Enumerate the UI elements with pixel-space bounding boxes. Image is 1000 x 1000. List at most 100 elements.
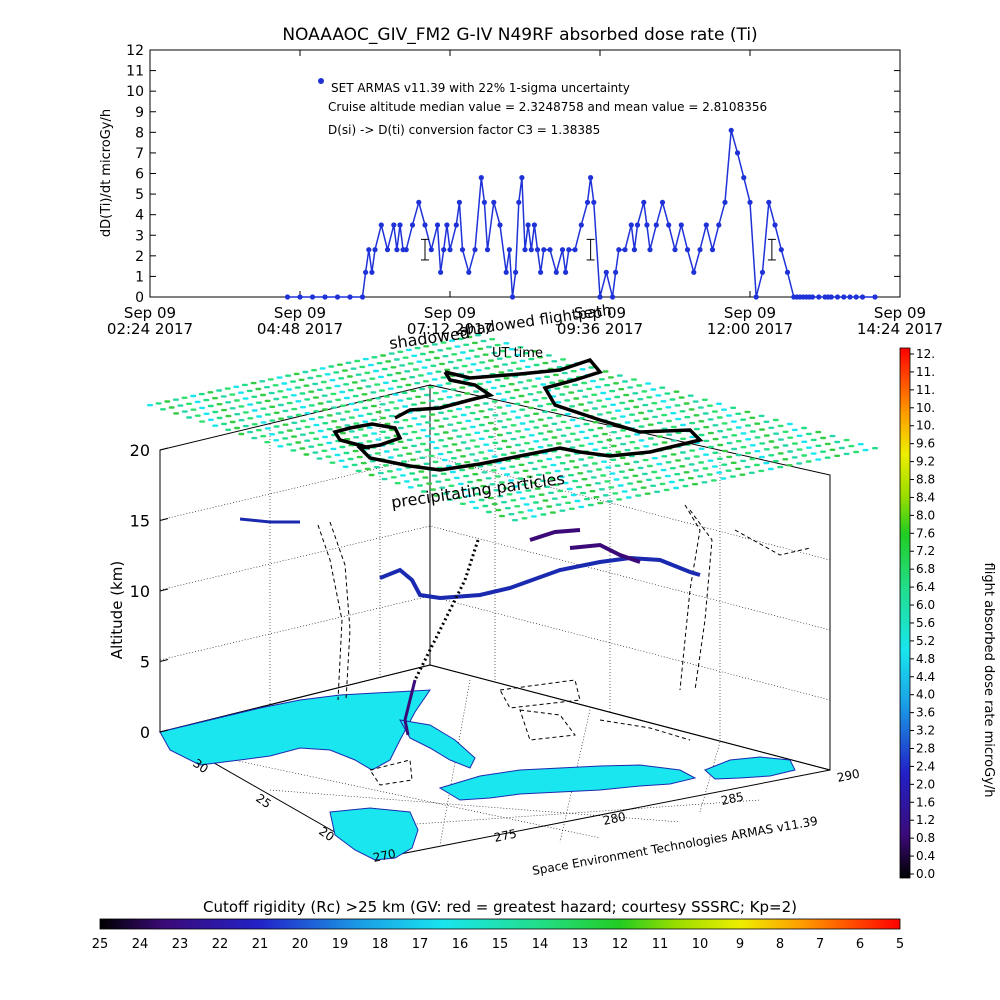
y-tick-label: 2 xyxy=(135,249,144,265)
data-point xyxy=(613,269,619,275)
particle-mark xyxy=(712,424,719,427)
particle-mark xyxy=(320,380,327,384)
particle-mark xyxy=(469,425,476,429)
particle-mark xyxy=(538,493,545,496)
particle-mark xyxy=(500,398,507,401)
particle-mark xyxy=(402,405,409,408)
colorbar-bottom-tick-label: 16 xyxy=(452,937,469,952)
particle-mark xyxy=(457,482,464,486)
particle-mark xyxy=(281,382,288,385)
particle-mark xyxy=(533,501,539,504)
particle-mark xyxy=(526,475,533,478)
particle-mark xyxy=(549,381,556,384)
particle-mark xyxy=(317,416,324,419)
particle-mark xyxy=(437,397,444,401)
particle-mark xyxy=(711,465,718,468)
z-tick-label: 5 xyxy=(140,653,150,672)
particle-mark xyxy=(371,432,378,435)
particle-mark xyxy=(754,450,761,453)
particle-mark xyxy=(330,392,337,396)
particle-mark xyxy=(464,447,471,450)
particle-mark xyxy=(414,346,421,350)
particle-mark xyxy=(403,480,410,483)
particle-mark xyxy=(496,447,503,450)
particle-mark xyxy=(467,480,474,484)
particle-mark xyxy=(791,456,798,459)
particle-mark xyxy=(669,467,676,470)
particle-mark xyxy=(555,503,562,506)
particle-mark xyxy=(313,410,320,413)
particle-mark xyxy=(482,353,489,356)
particle-mark xyxy=(582,464,589,467)
particle-mark xyxy=(619,415,626,418)
particle-mark xyxy=(299,433,306,436)
particle-mark xyxy=(444,478,451,481)
data-point xyxy=(847,294,853,300)
data-point xyxy=(506,247,512,253)
longitude-tick-label: 270 xyxy=(372,846,397,864)
particle-mark xyxy=(334,384,341,388)
particle-mark xyxy=(564,412,571,416)
data-point xyxy=(513,269,519,275)
particle-mark xyxy=(748,471,755,474)
particle-mark xyxy=(366,399,373,402)
particle-mark xyxy=(820,436,827,440)
particle-mark xyxy=(531,350,538,353)
z-tick-mark xyxy=(159,588,169,592)
particle-mark xyxy=(647,437,654,440)
particle-mark xyxy=(389,414,395,418)
particle-mark xyxy=(805,460,812,463)
particle-mark xyxy=(561,495,568,499)
particle-mark xyxy=(445,347,452,350)
particle-mark xyxy=(555,401,562,404)
particle-mark xyxy=(508,513,515,516)
particle-mark xyxy=(366,426,373,429)
particle-mark xyxy=(624,448,631,452)
particle-mark xyxy=(698,420,705,423)
y-tick-label: 10 xyxy=(126,84,144,100)
particle-mark xyxy=(212,424,219,427)
particle-mark xyxy=(298,378,305,381)
particle-mark xyxy=(309,417,315,421)
particle-mark xyxy=(558,379,565,382)
particle-mark xyxy=(450,388,457,391)
particle-mark xyxy=(448,484,455,487)
particle-mark xyxy=(168,406,175,409)
particle-mark xyxy=(518,394,525,398)
particle-mark xyxy=(546,457,553,461)
particle-mark xyxy=(619,401,626,405)
particle-mark xyxy=(546,430,553,433)
data-point xyxy=(509,294,516,300)
particle-mark xyxy=(628,468,635,471)
longitude-tick-label: 280 xyxy=(602,809,627,827)
data-point xyxy=(672,247,678,253)
particle-mark xyxy=(451,415,458,418)
particle-mark xyxy=(344,424,351,427)
particle-mark xyxy=(632,474,639,477)
particle-mark xyxy=(348,416,355,419)
particle-mark xyxy=(479,361,486,364)
colorbar-right-tick-label: 9.2 xyxy=(916,455,935,469)
particle-mark xyxy=(537,418,544,421)
particle-mark xyxy=(411,417,418,420)
particle-mark xyxy=(656,407,663,411)
particle-mark xyxy=(735,467,742,470)
particle-mark xyxy=(568,391,575,394)
particle-mark xyxy=(286,388,293,391)
particle-mark xyxy=(652,443,659,446)
particle-mark xyxy=(605,411,612,414)
particle-mark xyxy=(382,381,389,384)
particle-mark xyxy=(422,380,429,383)
data-point xyxy=(428,247,434,253)
particle-mark xyxy=(451,429,458,432)
particle-mark xyxy=(559,462,566,465)
particle-mark xyxy=(689,449,696,452)
data-point xyxy=(597,294,603,300)
particle-mark xyxy=(642,417,649,420)
particle-mark xyxy=(684,457,691,460)
particle-mark xyxy=(594,482,601,485)
particle-mark xyxy=(242,411,249,414)
particle-mark xyxy=(304,398,311,401)
particle-mark xyxy=(496,420,503,423)
